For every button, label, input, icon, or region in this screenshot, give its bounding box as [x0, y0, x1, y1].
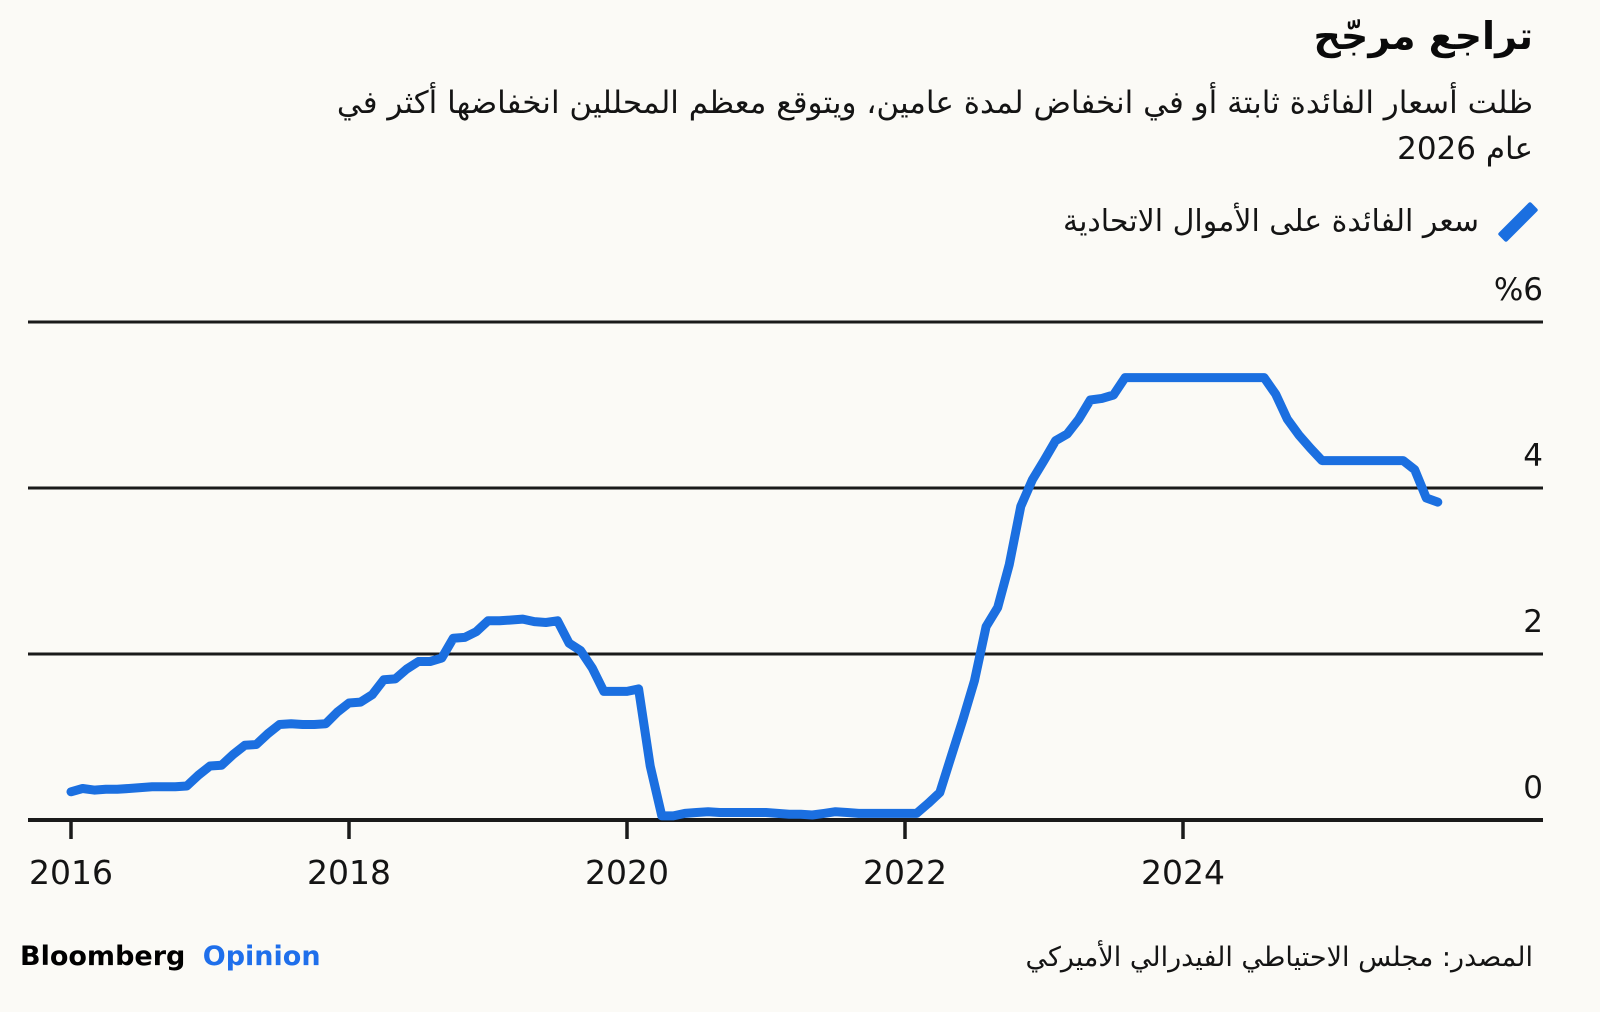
x-tick-label: 2018	[307, 853, 391, 892]
legend-label: سعر الفائدة على الأموال الاتحادية	[1063, 204, 1479, 239]
y-tick-label: 0	[1523, 770, 1543, 806]
x-tick-label: 2016	[29, 853, 113, 892]
chart-subtitle-line-1: ظلت أسعار الفائدة ثابتة أو في انخفاض لمد…	[336, 85, 1533, 121]
x-tick-label: 2022	[863, 853, 947, 892]
x-axis: 2016 2018 2020 2022 2024	[28, 818, 1543, 892]
fed-funds-rate-line	[66, 373, 1443, 821]
chart-title: تراجع مرجّح	[1313, 14, 1533, 58]
bloomberg-opinion-logo: Bloomberg Opinion	[20, 941, 321, 972]
source-attribution: المصدر: مجلس الاحتياطي الفيدرالي الأميرك…	[1025, 942, 1534, 973]
y-tick-label: 2	[1523, 604, 1543, 640]
gridlines	[28, 320, 1543, 656]
data-series	[66, 373, 1443, 821]
y-tick-label: %6	[1494, 272, 1543, 308]
bloomberg-wordmark: Bloomberg	[20, 941, 186, 972]
opinion-wordmark: Opinion	[202, 941, 321, 972]
x-tick-label: 2020	[585, 853, 669, 892]
y-axis-labels: %6 4 2 0	[1494, 272, 1543, 806]
legend: سعر الفائدة على الأموال الاتحادية	[1063, 198, 1541, 246]
x-tick-label: 2024	[1141, 853, 1225, 892]
chart-subtitle-line-2: عام 2026	[1397, 131, 1533, 167]
chart-subtitle: ظلت أسعار الفائدة ثابتة أو في انخفاض لمد…	[60, 80, 1533, 172]
y-tick-label: 4	[1523, 438, 1543, 474]
